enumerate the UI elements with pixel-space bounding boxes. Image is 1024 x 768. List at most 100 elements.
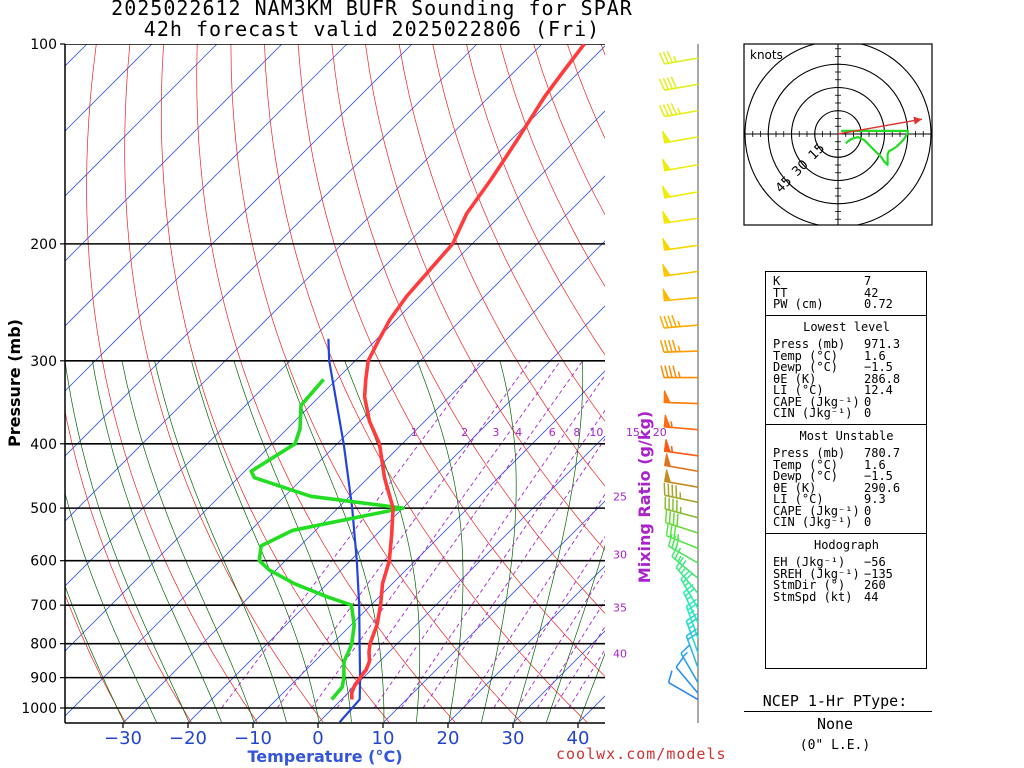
wind-barb-feather xyxy=(685,613,698,622)
most-unstable-row: Dewp (°C) −1.5 xyxy=(773,470,920,483)
wind-barb xyxy=(658,102,699,118)
lowest-level-row: Press (mb) 971.3 xyxy=(773,338,920,351)
hodograph-stat-row: StmDir (°) 260 xyxy=(773,578,920,592)
wind-barb-staff xyxy=(668,545,699,564)
dry-adiabat-line xyxy=(297,44,605,677)
hodograph-stat-label: StmDir (°) xyxy=(773,578,846,592)
isotherm-line xyxy=(65,44,543,522)
mixing-ratio-label: 35 xyxy=(613,601,627,614)
wind-barb-half-feather xyxy=(670,445,673,453)
wind-barb xyxy=(663,482,699,504)
x-tick-label: 40 xyxy=(567,728,590,749)
index-row: PW (cm) 0.72 xyxy=(773,297,920,311)
mixing-ratio-label: 3 xyxy=(492,426,499,439)
lowest-level-row: θE (K) 286.8 xyxy=(773,373,920,386)
wind-barb-feather xyxy=(672,512,675,525)
wind-barb xyxy=(663,453,699,473)
most-unstable-label: CIN (Jkg⁻¹) xyxy=(773,515,853,529)
wind-barb-feather xyxy=(680,644,691,654)
lowest-level-label: Dewp (°C) xyxy=(773,360,839,374)
wind-barb-half-feather xyxy=(688,624,695,630)
wind-barb-feather xyxy=(667,533,673,547)
x-tick-label: −30 xyxy=(104,728,142,749)
wind-barb xyxy=(662,288,699,302)
wind-barb-flag xyxy=(662,263,672,277)
most-unstable-row: CAPE (Jkg⁻¹) 0 xyxy=(773,503,920,518)
index-label: PW (cm) xyxy=(773,297,824,311)
wind-barb xyxy=(661,158,699,172)
lowest-level-label: CAPE (Jkg⁻¹) xyxy=(773,394,860,409)
mixing-ratio-line xyxy=(221,360,482,709)
mixing-ratio-line xyxy=(336,360,584,709)
wind-barb xyxy=(662,263,699,277)
wind-barb-feather xyxy=(667,670,673,683)
wind-barb xyxy=(658,50,699,65)
ptype-divider xyxy=(744,711,932,712)
wind-barb-feather xyxy=(683,583,694,593)
lowest-level-value: 0 xyxy=(864,406,872,420)
wind-barb-column xyxy=(658,44,699,723)
stats-table: K 7 TT 42 PW (cm) 0.72 Lowest level Press (mb… xyxy=(765,271,927,669)
isotherm-line xyxy=(383,500,605,723)
hodograph-stat-value: −56 xyxy=(864,555,886,569)
wind-barb-flag xyxy=(662,288,671,302)
isotherm-line xyxy=(123,240,605,723)
wind-barb-feather xyxy=(685,598,698,607)
wind-barb-staff xyxy=(671,555,699,580)
lowest-level-row: Dewp (°C) −1.5 xyxy=(773,360,920,374)
wind-barb-feather xyxy=(666,50,674,63)
dry-adiabat-line xyxy=(432,44,605,422)
moist-adiabat-line xyxy=(481,360,517,723)
wind-barb-feather xyxy=(670,102,678,115)
wind-barb-feather xyxy=(680,569,691,580)
dry-adiabat-line xyxy=(65,409,192,723)
wind-barb-feather xyxy=(663,339,669,353)
indices-section: K 7 TT 42 PW (cm) 0.72 xyxy=(766,272,926,316)
most-unstable-title: Most Unstable xyxy=(799,428,894,443)
wind-barb xyxy=(663,469,699,488)
wind-barb-feather xyxy=(666,77,674,90)
hodograph-stat-value: −135 xyxy=(864,566,893,581)
mixing-ratio-line xyxy=(553,625,605,709)
wind-barb-feather xyxy=(676,513,679,527)
isotherm-line xyxy=(448,565,605,723)
chart-title-line2: 42h forecast valid 2025022806 (Fri) xyxy=(143,17,601,41)
hodograph-stat-label: EH (Jkg⁻¹) xyxy=(773,555,846,569)
lowest-level-value: 12.4 xyxy=(864,383,893,397)
x-tick-label: 20 xyxy=(437,728,460,749)
ptype-value: None xyxy=(816,715,854,733)
y-tick-label: 300 xyxy=(30,354,57,370)
wind-barb-feather xyxy=(672,365,677,378)
ptype-title: NCEP 1-Hr PType: xyxy=(762,692,908,710)
mixing-ratio-label: 30 xyxy=(613,549,627,562)
wind-barb-half-feather xyxy=(670,421,673,428)
most-unstable-section: Most Unstable Press (mb) 780.7 Temp (°C) 1.… xyxy=(766,425,926,534)
dry-adiabat-line xyxy=(937,44,1024,722)
wind-barb-staff xyxy=(680,652,699,684)
y-tick-label: 500 xyxy=(30,501,57,517)
most-unstable-row: LI (°C) 9.3 xyxy=(773,493,920,506)
wind-barb-half-feather xyxy=(676,533,680,541)
wind-barb xyxy=(685,628,699,669)
isotherm-line xyxy=(65,44,478,457)
storm-motion-vector xyxy=(837,118,923,135)
wind-barb xyxy=(661,130,699,144)
most-unstable-label: CAPE (Jkg⁻¹) xyxy=(773,503,860,518)
x-tick-label: 0 xyxy=(312,728,323,749)
wind-barb-staff xyxy=(664,508,699,519)
wind-barb-feather xyxy=(658,104,666,117)
mixing-ratio-label: 10 xyxy=(589,426,603,439)
most-unstable-value: 1.6 xyxy=(864,457,886,472)
hodograph-trace xyxy=(841,129,909,167)
dry-adiabat-line xyxy=(196,44,456,723)
lowest-level-value: 0 xyxy=(864,394,872,409)
lowest-level-section: Lowest level Press (mb) 971.3 Temp (°C) 1.6… xyxy=(766,316,926,425)
y-tick-label: 600 xyxy=(30,554,57,570)
wind-barb xyxy=(659,339,699,354)
dry-adiabat-line xyxy=(971,44,1024,722)
lowest-level-row: Temp (°C) 1.6 xyxy=(773,350,920,363)
wind-barb-flag xyxy=(662,237,672,251)
isotherm-line xyxy=(188,305,605,723)
wind-barb-feather xyxy=(660,365,665,378)
